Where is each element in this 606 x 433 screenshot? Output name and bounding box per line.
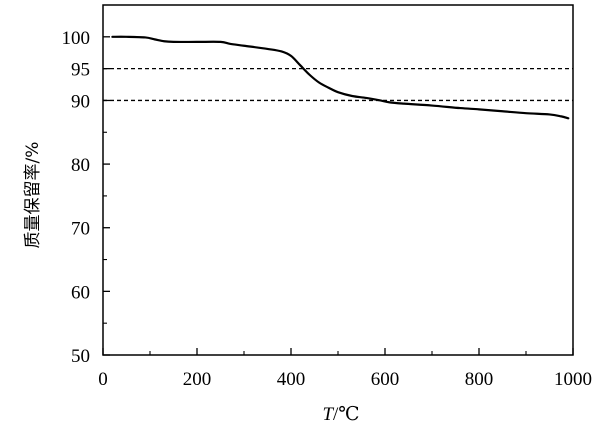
x-tick-label: 1000 [554,369,592,390]
x-tick-label: 200 [183,369,212,390]
y-axis-label: 质量保留率/% [23,142,43,249]
x-tick-label: 800 [465,369,494,390]
x-tick-label: 400 [277,369,306,390]
series-line [111,35,570,120]
y-tick-label: 80 [71,155,90,176]
tick-labels: 0 200 400 600 800 1000 50 60 70 80 90 95 100 [62,28,593,390]
y-tick-label: 90 [71,91,90,112]
x-tick-label: 0 [98,369,108,390]
y-tick-label: 100 [62,28,91,49]
x-tick-label: 600 [371,369,400,390]
plot-frame [102,4,574,356]
reference-lines [103,67,573,102]
x-axis-unit: /℃ [333,404,360,425]
x-axis-label: T/℃ [322,404,359,425]
y-tick-label: 60 [71,282,90,303]
y-tick-label: 95 [71,60,90,81]
x-axis-variable: T [322,404,334,425]
y-tick-label: 50 [71,346,90,367]
y-tick-label: 70 [71,219,90,240]
axis-ticks [102,36,574,356]
